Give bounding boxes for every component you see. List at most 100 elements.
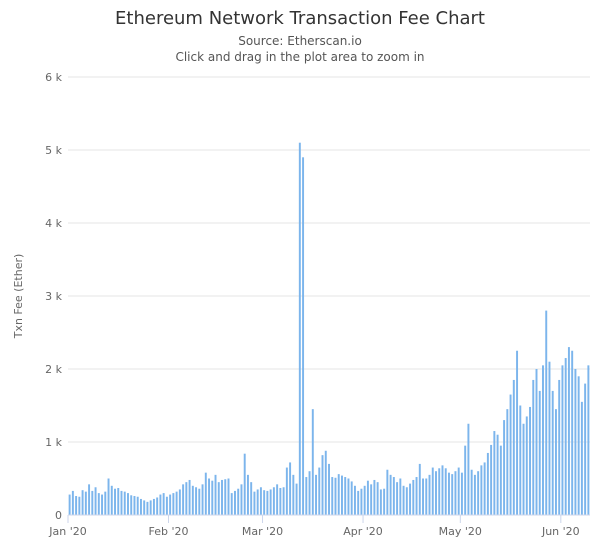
bar[interactable]: [344, 477, 347, 515]
bar[interactable]: [447, 472, 450, 515]
bar[interactable]: [110, 485, 113, 515]
bar[interactable]: [480, 465, 483, 515]
bar[interactable]: [133, 496, 136, 515]
bar[interactable]: [473, 474, 476, 515]
bar[interactable]: [357, 490, 360, 515]
bar[interactable]: [175, 491, 178, 515]
bar[interactable]: [279, 487, 282, 515]
bar[interactable]: [272, 487, 275, 515]
bar[interactable]: [263, 490, 266, 515]
bar[interactable]: [94, 487, 97, 515]
bar[interactable]: [240, 484, 243, 515]
bar[interactable]: [444, 468, 447, 515]
bar[interactable]: [415, 477, 418, 515]
bar[interactable]: [564, 358, 567, 515]
bar[interactable]: [457, 467, 460, 515]
bar[interactable]: [298, 142, 301, 515]
bar[interactable]: [191, 485, 194, 515]
bar[interactable]: [376, 482, 379, 515]
bar[interactable]: [130, 495, 133, 515]
bar[interactable]: [178, 489, 181, 515]
bar[interactable]: [350, 481, 353, 515]
bar[interactable]: [68, 494, 71, 515]
bar[interactable]: [587, 365, 590, 515]
bar[interactable]: [522, 423, 525, 515]
bar[interactable]: [114, 488, 116, 515]
bar[interactable]: [208, 478, 211, 516]
bar[interactable]: [503, 420, 506, 515]
bar[interactable]: [136, 496, 139, 515]
bar[interactable]: [253, 491, 256, 515]
bar[interactable]: [535, 369, 538, 515]
bar[interactable]: [256, 489, 259, 515]
bar[interactable]: [431, 467, 434, 515]
bar[interactable]: [159, 494, 162, 515]
bar[interactable]: [195, 487, 198, 515]
bar[interactable]: [509, 394, 512, 515]
bar[interactable]: [324, 450, 327, 515]
bar[interactable]: [558, 379, 561, 515]
bar[interactable]: [496, 434, 499, 515]
bar[interactable]: [88, 484, 91, 515]
bar[interactable]: [120, 490, 123, 515]
bar[interactable]: [246, 474, 249, 515]
bar[interactable]: [490, 444, 493, 515]
bar[interactable]: [182, 484, 185, 515]
bar[interactable]: [78, 496, 81, 515]
bar[interactable]: [117, 487, 120, 515]
bar[interactable]: [574, 369, 577, 515]
bar[interactable]: [185, 482, 188, 515]
bar[interactable]: [250, 482, 253, 515]
bar[interactable]: [214, 474, 217, 515]
bar[interactable]: [104, 491, 107, 515]
bar[interactable]: [561, 365, 564, 515]
bar[interactable]: [295, 483, 298, 515]
bar[interactable]: [285, 467, 288, 515]
bar[interactable]: [243, 453, 246, 515]
bar[interactable]: [289, 462, 292, 515]
bar[interactable]: [464, 445, 467, 515]
bar[interactable]: [282, 487, 285, 515]
bar[interactable]: [451, 474, 454, 515]
bar[interactable]: [198, 488, 201, 515]
bar[interactable]: [363, 485, 366, 515]
bar[interactable]: [204, 472, 207, 515]
bar[interactable]: [542, 365, 544, 515]
bar[interactable]: [230, 493, 233, 515]
bar[interactable]: [211, 480, 214, 515]
bar[interactable]: [525, 416, 528, 515]
bar[interactable]: [370, 484, 373, 515]
bar[interactable]: [438, 468, 441, 515]
bar[interactable]: [321, 455, 324, 515]
bar[interactable]: [276, 484, 279, 515]
bar[interactable]: [366, 480, 369, 515]
bar[interactable]: [224, 479, 227, 515]
bar[interactable]: [101, 494, 104, 515]
bar[interactable]: [435, 471, 437, 515]
bar[interactable]: [266, 490, 269, 515]
bar[interactable]: [71, 490, 74, 515]
bar[interactable]: [127, 493, 129, 515]
bar[interactable]: [467, 423, 470, 515]
bar[interactable]: [532, 379, 535, 515]
bar[interactable]: [162, 493, 165, 515]
bar[interactable]: [580, 401, 583, 515]
bar[interactable]: [512, 379, 515, 515]
bar[interactable]: [259, 487, 262, 515]
bar[interactable]: [84, 491, 87, 515]
bar[interactable]: [418, 463, 421, 515]
bar[interactable]: [318, 467, 321, 515]
bar[interactable]: [81, 490, 84, 515]
bar[interactable]: [373, 479, 376, 515]
bar[interactable]: [425, 478, 428, 516]
bar[interactable]: [360, 488, 363, 515]
bar[interactable]: [123, 491, 126, 515]
bar[interactable]: [75, 496, 78, 515]
bar[interactable]: [169, 494, 172, 515]
bar[interactable]: [334, 477, 337, 515]
bar[interactable]: [379, 489, 382, 515]
bar[interactable]: [152, 498, 155, 515]
bar[interactable]: [149, 500, 152, 515]
bar[interactable]: [221, 479, 223, 515]
bar[interactable]: [538, 390, 541, 515]
